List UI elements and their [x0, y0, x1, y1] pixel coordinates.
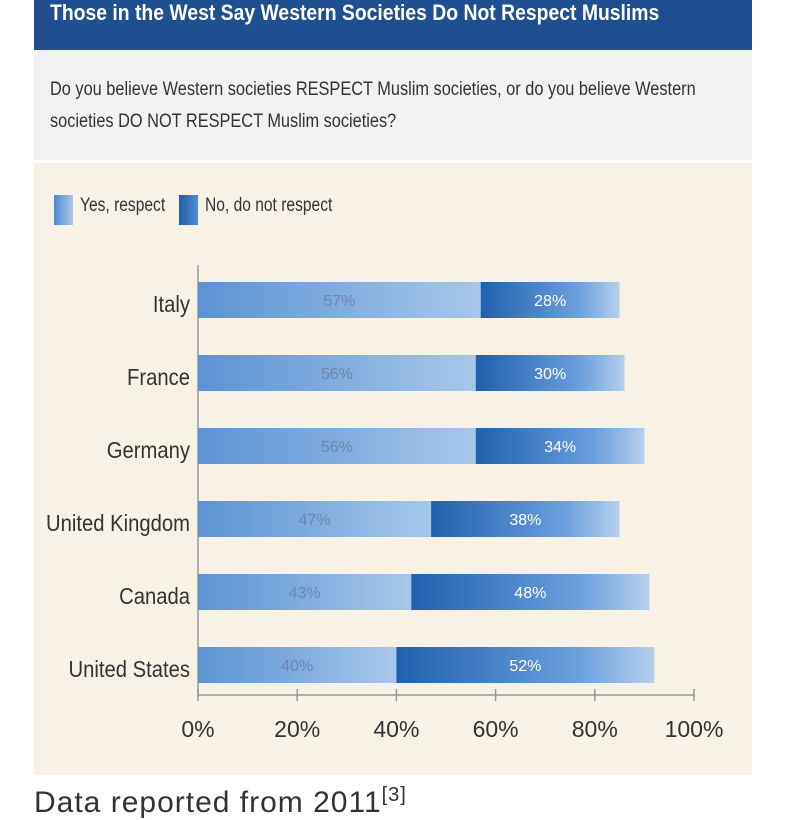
category-label: Germany	[107, 437, 190, 464]
bar-no	[411, 574, 650, 610]
chart-header: Those in the West Say Western Societies …	[34, 0, 752, 50]
bar-yes	[198, 501, 432, 537]
caption-text: Data reported from 2011	[34, 786, 382, 819]
category-label: United Kingdom	[46, 510, 190, 537]
bar-no	[396, 647, 655, 683]
x-tick-label: 80%	[572, 716, 618, 742]
legend-swatch-yes	[54, 195, 73, 225]
legend-label-no: No, do not respect	[205, 195, 333, 216]
data-label-yes: 47%	[299, 512, 331, 529]
bar-no	[475, 355, 625, 391]
x-tick-label: 0%	[181, 716, 214, 742]
bar-yes	[198, 647, 397, 683]
x-tick-label: 40%	[373, 716, 419, 742]
bar-yes	[198, 282, 481, 318]
chart-title: Those in the West Say Western Societies …	[50, 0, 660, 25]
caption-reference: [3]	[381, 784, 407, 806]
data-label-no: 38%	[509, 512, 541, 529]
data-label-no: 30%	[534, 366, 566, 383]
bar-no	[480, 282, 620, 318]
data-label-yes: 56%	[321, 439, 353, 456]
question-text: Do you believe Western societies RESPECT…	[50, 79, 696, 132]
bar-no	[431, 501, 620, 537]
data-label-no: 34%	[544, 439, 576, 456]
data-label-no: 28%	[534, 293, 566, 310]
data-label-yes: 57%	[323, 293, 355, 310]
bar-yes	[198, 428, 476, 464]
bar-no	[475, 428, 645, 464]
caption: Data reported from 2011[3]	[34, 784, 407, 820]
question-panel: Do you believe Western societies RESPECT…	[34, 50, 752, 160]
category-label: France	[127, 364, 190, 391]
stacked-bar-chart: 57% 28% Italy 56% 30% France 56% 34% Germany 47% 3…	[46, 265, 724, 742]
data-label-no: 48%	[514, 585, 546, 602]
legend-swatch-no	[179, 195, 198, 225]
bar-yes	[198, 355, 476, 391]
x-tick-label: 100%	[665, 716, 724, 742]
data-label-yes: 43%	[289, 585, 321, 602]
category-label: Canada	[119, 583, 191, 610]
legend-label-yes: Yes, respect	[80, 195, 166, 216]
data-label-no: 52%	[509, 658, 541, 675]
category-label: Italy	[153, 291, 190, 318]
bar-yes	[198, 574, 412, 610]
x-tick-label: 60%	[473, 716, 519, 742]
category-label: United States	[69, 656, 191, 683]
data-label-yes: 56%	[321, 366, 353, 383]
data-label-yes: 40%	[281, 658, 313, 675]
x-tick-label: 20%	[274, 716, 320, 742]
